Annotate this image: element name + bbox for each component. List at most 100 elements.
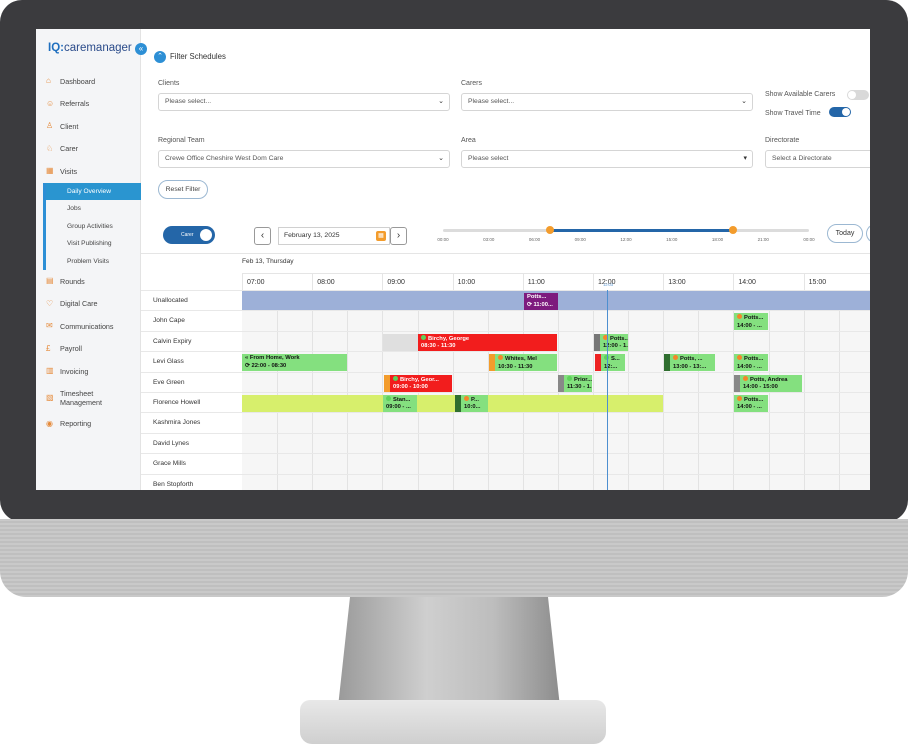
grid-line [733, 311, 735, 332]
grid-line [733, 474, 735, 490]
overflow-left-icon: « [245, 355, 250, 362]
show-available-toggle[interactable] [847, 90, 869, 100]
grid-line [487, 311, 489, 332]
visit-event[interactable]: Prior... 11:30 - 1... [558, 374, 592, 392]
row-lane[interactable] [242, 474, 870, 490]
next-day-button[interactable]: › [390, 227, 407, 245]
grid-line [417, 433, 419, 454]
sidebar-sub-visit-publishing[interactable]: Visit Publishing [43, 235, 141, 253]
range-start-handle[interactable] [545, 226, 554, 234]
visit-event[interactable]: Birchy, George 08:30 - 11:30 [418, 333, 557, 351]
visit-event[interactable]: Potts...12:00 - 1... [594, 333, 628, 351]
row-lane[interactable] [242, 433, 870, 454]
sidebar-item-carer[interactable]: ♘ Carer [46, 143, 78, 154]
visit-event[interactable]: « From Home, Work ⟳ 22:00 - 08:30 [242, 354, 347, 372]
time-range-slider[interactable]: 00:00 03:00 06:00 09:00 12:00 15:00 18:00 21:00… [437, 224, 815, 249]
collapse-sidebar-icon[interactable]: « [135, 43, 147, 55]
visit-event[interactable]: Potts... ⟳ 11:00... [524, 293, 558, 310]
grid-line [803, 413, 805, 434]
clients-select[interactable]: Please select... ⌄ [158, 93, 450, 111]
show-travel-toggle[interactable] [829, 107, 851, 117]
visit-event[interactable]: P... 10:0... [455, 394, 488, 412]
row-lane[interactable]: Potts... 14:00 - ... [242, 311, 870, 332]
visit-event[interactable]: Potts, ... 13:00 - 13:... [664, 354, 715, 372]
sidebar-item-payroll[interactable]: £ Payroll [46, 343, 82, 354]
row-name[interactable]: Unallocated [153, 297, 188, 304]
schedule-row: Florence Howell Stan... 09:00 - ... P... 10:… [141, 391, 870, 413]
calendar-icon[interactable]: ▦ [376, 231, 386, 241]
sidebar-sub-problem-visits[interactable]: Problem Visits [43, 252, 141, 270]
row-name[interactable]: Kashmira Jones [153, 419, 201, 427]
prev-day-button[interactable]: ‹ [254, 227, 271, 245]
visit-event[interactable]: Stan... 09:00 - ... [383, 394, 417, 412]
visit-event[interactable]: S... 12:... [595, 354, 625, 372]
row-lane[interactable]: Birchy, Geor... 09:00 - 10:00 Prior... 11:3… [242, 372, 870, 393]
grid-line [698, 433, 700, 454]
sidebar-sub-group-activities[interactable]: Group Activities [43, 217, 141, 235]
reset-filter-button[interactable]: Reset Filter [158, 180, 208, 199]
row-name[interactable]: David Lynes [153, 439, 190, 447]
visit-event[interactable]: Whites, Mel 10:30 - 11:30 [489, 354, 557, 372]
grid-line [382, 474, 384, 490]
view-mode-toggle[interactable]: Carer [163, 226, 215, 244]
visit-event[interactable]: Potts... 14:00 - ... [734, 354, 768, 372]
row-name[interactable]: Eve Green [153, 378, 185, 386]
sidebar-sub-daily-overview[interactable]: Daily Overview [43, 182, 141, 200]
grid-line [663, 454, 665, 475]
carers-select[interactable]: Please select... ⌄ [461, 93, 753, 111]
grid-line [733, 331, 735, 352]
visit-event[interactable]: Potts... 14:00 - ... [734, 394, 768, 412]
row-name[interactable]: Florence Howell [153, 398, 201, 406]
row-name[interactable]: Ben Stopforth [153, 480, 194, 488]
row-lane[interactable] [242, 413, 870, 434]
row-lane[interactable]: « From Home, Work ⟳ 22:00 - 08:30 Whites, … [242, 352, 870, 373]
status-dot-icon [673, 355, 678, 361]
row-name[interactable]: Grace Mills [153, 460, 186, 468]
sidebar-item-referrals[interactable]: ☺ Referrals [46, 98, 90, 109]
grid-line [733, 372, 735, 393]
sidebar-item-dashboard[interactable]: ⌂ Dashboard [46, 76, 96, 86]
event-title: Potts, ... [680, 356, 703, 363]
grid-line [803, 454, 805, 475]
timesheet-icon: ▧ [46, 392, 54, 402]
grid-line [593, 474, 594, 490]
range-end-handle[interactable] [728, 226, 737, 234]
sidebar-item-rounds[interactable]: ▤ Rounds [46, 276, 85, 286]
sidebar-item-communications[interactable]: ✉ Communications [46, 321, 114, 331]
sidebar-item-visits[interactable]: ▦ Visits [46, 166, 78, 176]
row-name[interactable]: Calvin Expiry [153, 337, 192, 345]
row-lane[interactable]: Stan... 09:00 - ... P... 10:0... Potts... 14:… [242, 392, 870, 413]
event-time: 12:00 - 1... [603, 343, 628, 350]
grid-line [593, 352, 594, 373]
visit-event[interactable]: Potts, Andrea 14:00 - 15:00 [734, 374, 802, 392]
filter-icon[interactable]: ⌃ [154, 51, 166, 63]
sidebar-item-client[interactable]: ♙ Client [46, 121, 79, 131]
sidebar-item-digital-care[interactable]: ♡ Digital Care [46, 298, 98, 309]
date-picker[interactable]: February 13, 2025 ▦ [278, 227, 390, 245]
app-logo[interactable]: IQ:caremanager [48, 42, 132, 54]
grid-line [593, 433, 594, 454]
sidebar-item-reporting[interactable]: ◉ Reporting [46, 418, 92, 429]
range-tick: 15:00 [666, 237, 678, 242]
row-lane[interactable]: Potts... ⟳ 11:00... [242, 291, 870, 311]
grid-line [347, 311, 349, 332]
more-button[interactable] [866, 224, 870, 243]
grid-line [768, 392, 770, 413]
visit-event[interactable]: Potts... 14:00 - ... [734, 313, 768, 331]
sidebar-sub-jobs[interactable]: Jobs [43, 200, 141, 218]
row-lane[interactable] [242, 454, 870, 475]
row-lane[interactable]: Birchy, George 08:30 - 11:30 Potts... 12:00… [242, 331, 870, 352]
regional-team-select[interactable]: Crewe Office Cheshire West Dom Care ⌄ [158, 150, 450, 168]
directorate-select[interactable]: Select a Directorate [765, 150, 870, 168]
today-button[interactable]: Today [827, 224, 863, 243]
filter-title[interactable]: Filter Schedules [170, 52, 226, 61]
sidebar-item-timesheet[interactable]: ▧ Timesheet Management [46, 388, 102, 407]
row-name[interactable]: Levi Glass [153, 358, 184, 366]
row-name[interactable]: John Cape [153, 317, 185, 325]
area-select[interactable]: Please select ▾ [461, 150, 753, 168]
visit-event[interactable]: Birchy, Geor... 09:00 - 10:00 [384, 374, 452, 392]
schedule-row: Kashmira Jones [141, 412, 870, 434]
sidebar-item-invoicing[interactable]: ▥ Invoicing [46, 366, 89, 376]
grid-line [768, 454, 770, 475]
